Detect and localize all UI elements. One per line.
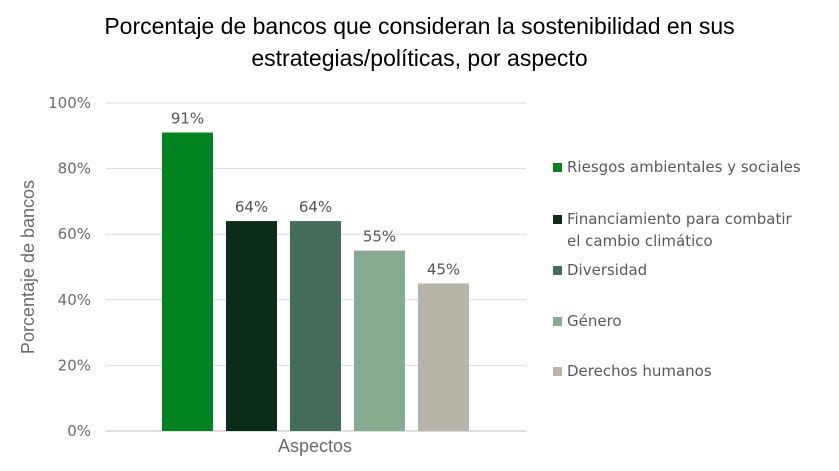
- bar-3: [290, 221, 341, 431]
- bar-data-label: 64%: [299, 198, 332, 216]
- bar-data-label: 55%: [363, 228, 396, 246]
- chart-title-line-2: estrategias/políticas, por aspecto: [251, 45, 588, 71]
- y-tick-label: 0%: [67, 422, 91, 440]
- y-tick-label: 40%: [58, 291, 91, 309]
- y-tick-label: 20%: [58, 356, 91, 374]
- x-axis-title: Aspectos: [278, 436, 352, 456]
- legend-swatch: [553, 215, 562, 224]
- legend-item-financiamiento: Financiamiento para combatir el cambio c…: [551, 208, 839, 252]
- legend-item-genero: Género: [551, 310, 839, 332]
- legend-label-line-2: el cambio climático: [567, 232, 713, 250]
- bar-data-label: 45%: [427, 260, 460, 278]
- bar-5: [418, 283, 469, 431]
- bar-4: [354, 250, 405, 431]
- legend-item-diversidad: Diversidad: [551, 259, 839, 281]
- y-axis-title: Porcentaje de bancos: [18, 180, 38, 354]
- legend-label: Género: [567, 312, 622, 330]
- chart-title-line-1: Porcentaje de bancos que consideran la s…: [104, 13, 735, 39]
- y-tick-label: 80%: [58, 160, 91, 178]
- legend-swatch: [553, 266, 562, 275]
- bar-2: [226, 221, 277, 431]
- legend-item-riesgos: Riesgos ambientales y sociales: [551, 156, 839, 178]
- legend-swatch: [553, 317, 562, 326]
- y-tick-label: 60%: [58, 225, 91, 243]
- legend-swatch: [553, 163, 562, 172]
- legend-label: Riesgos ambientales y sociales: [567, 158, 801, 176]
- legend-label: Derechos humanos: [567, 362, 712, 380]
- legend-label-line-1: Financiamiento para combatir: [567, 210, 792, 228]
- y-tick-label: 100%: [48, 94, 91, 112]
- bar-data-label: 91%: [171, 110, 204, 128]
- legend-swatch: [553, 367, 562, 376]
- legend-item-derechos-humanos: Derechos humanos: [551, 360, 839, 382]
- bar-1: [162, 132, 213, 431]
- chart-title: Porcentaje de bancos que consideran la s…: [0, 10, 839, 74]
- bar-data-label: 64%: [235, 198, 268, 216]
- legend-label: Diversidad: [567, 261, 648, 279]
